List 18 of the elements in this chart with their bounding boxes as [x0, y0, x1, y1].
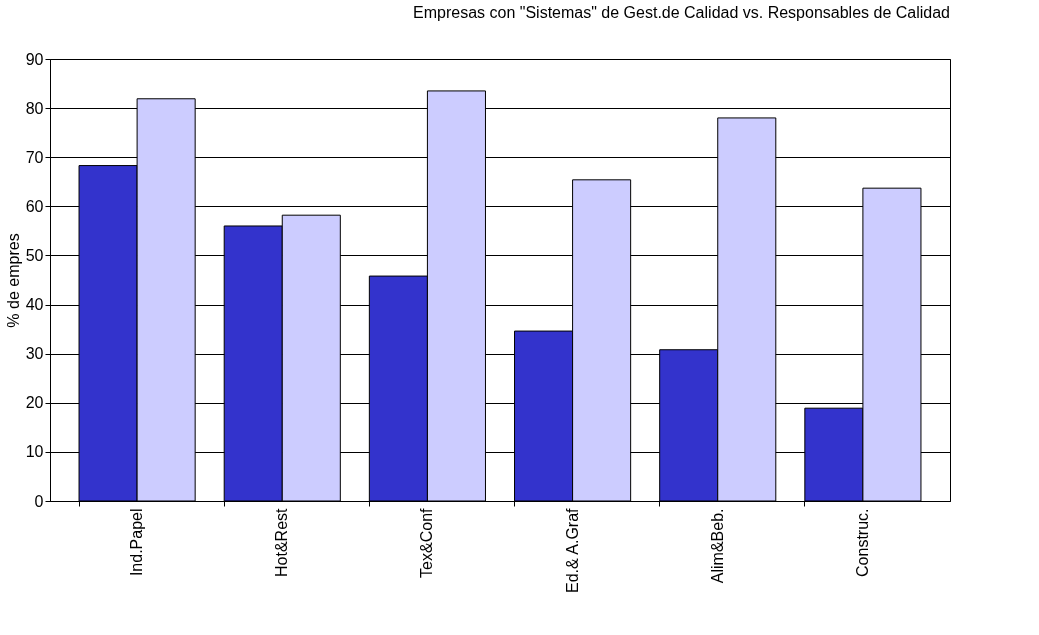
chart-title: Empresas con "Sistemas" de Gest.de Calidad vs. Responsables de Calidad: [413, 4, 950, 21]
y-tick-label: 70: [25, 148, 44, 166]
x-tick-label: Alim&Beb.: [708, 508, 726, 584]
y-tick-label: 80: [25, 99, 44, 117]
y-tick-label: 20: [25, 394, 44, 412]
y-tick-label: 90: [25, 50, 44, 68]
x-tick-label: Ind.Papel: [128, 508, 146, 577]
y-tick-label: 30: [25, 345, 44, 363]
y-tick-label: 0: [34, 492, 44, 510]
x-tick-label: Ed.& A.Graf: [563, 507, 581, 593]
y-tick-label: 10: [25, 443, 44, 461]
y-tick-label: 50: [25, 246, 44, 264]
x-tick-label: Construc.: [853, 508, 871, 577]
y-axis-title: % de empres: [4, 233, 22, 328]
x-tick-label: Tex&Conf: [418, 507, 436, 578]
x-tick-label: Hot&Rest: [273, 507, 291, 577]
y-tick-label: 60: [25, 197, 44, 215]
y-tick-label: 40: [25, 296, 44, 314]
